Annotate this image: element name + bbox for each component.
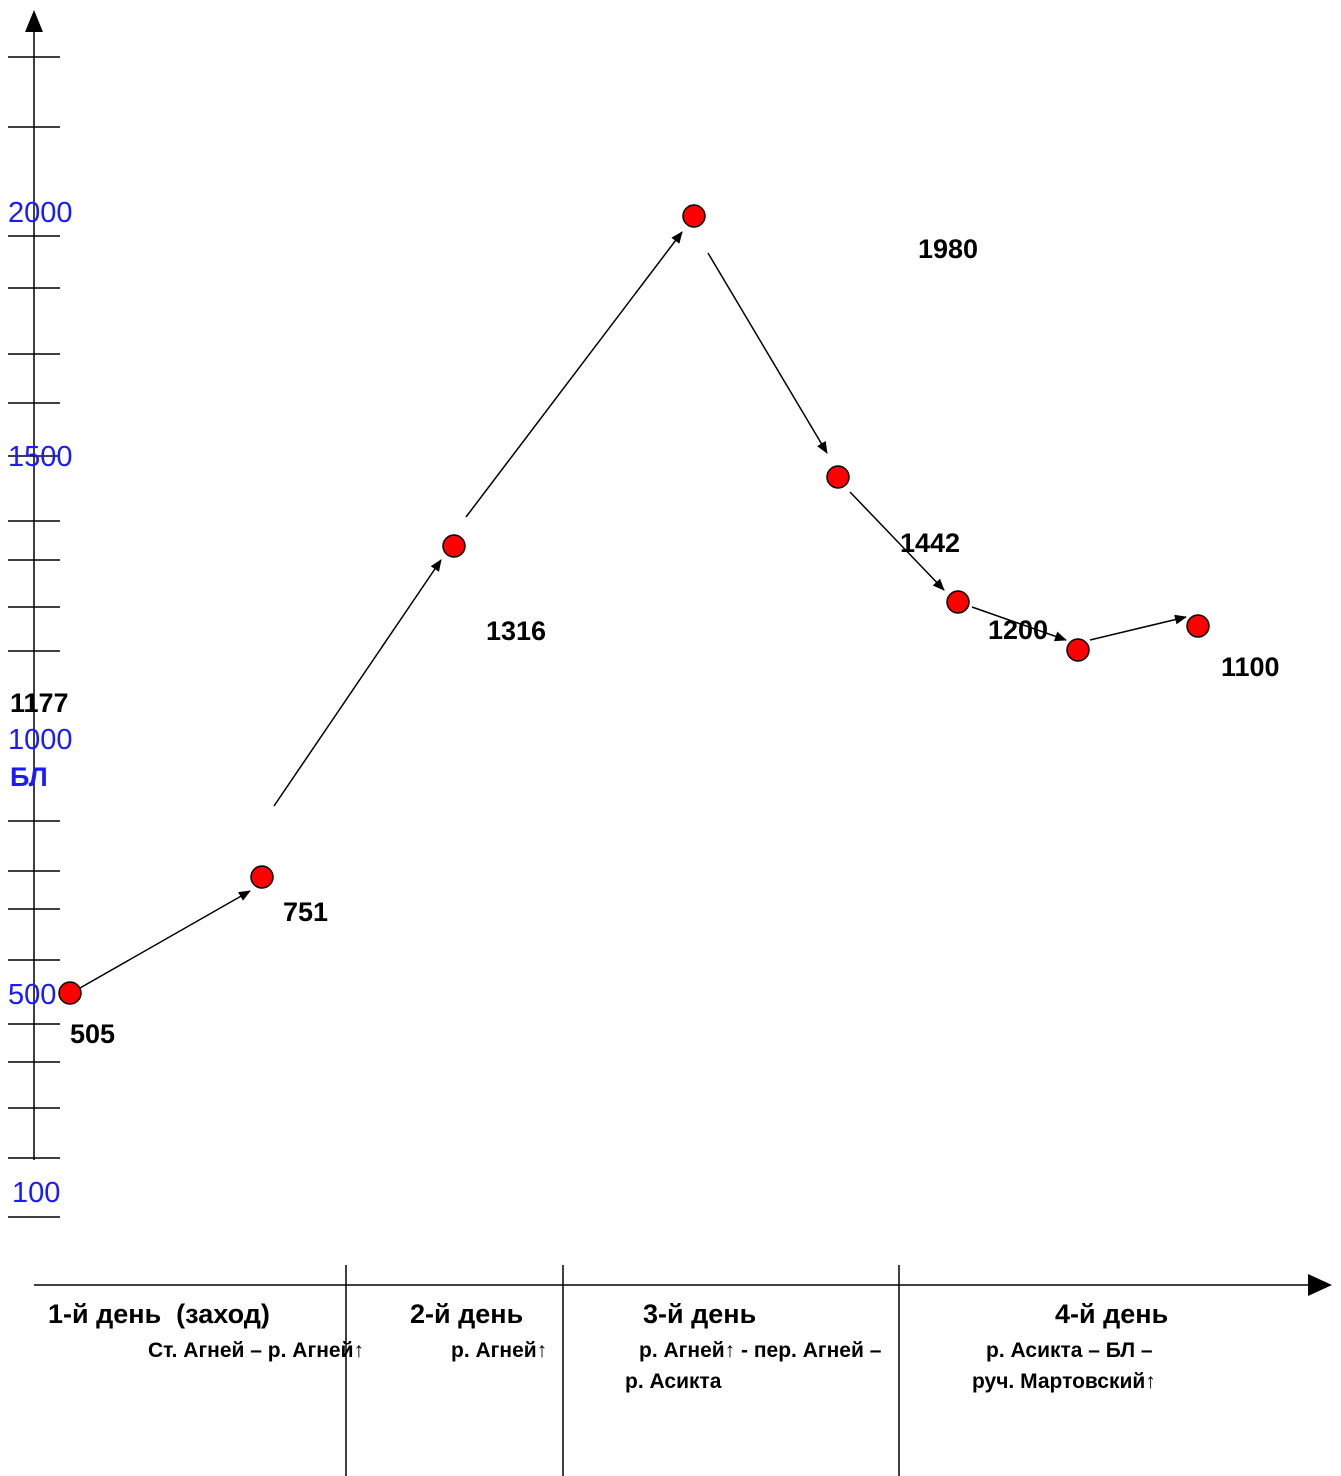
y-tick-label: 1000 <box>8 724 73 756</box>
y-unit-label: БЛ <box>10 762 48 792</box>
profile-point <box>1066 638 1090 662</box>
profile-segment <box>1089 614 1187 641</box>
y-tick-label: 500 <box>8 979 56 1011</box>
day-label: 1-й день (заход) <box>48 1299 270 1329</box>
profile-point <box>442 534 466 558</box>
profile-segment <box>465 231 683 518</box>
profile-segment <box>849 491 945 591</box>
y-tick-label: 2000 <box>8 197 73 229</box>
route-label: руч. Мартовский↑ <box>972 1370 1156 1393</box>
profile-point-labels: 505 751 1316 1980 1442 1200 1100 <box>70 234 1280 1049</box>
profile-segment <box>79 890 251 989</box>
point-value-label: 1442 <box>900 528 960 558</box>
route-label: Ст. Агней – р. Агней↑ <box>148 1339 364 1362</box>
point-value-label: 1100 <box>1221 652 1280 682</box>
profile-point <box>946 590 970 614</box>
day-label: 2-й день <box>410 1299 523 1329</box>
y-tick-label: 100 <box>12 1177 60 1209</box>
y-tick-label: 1500 <box>8 441 73 473</box>
profile-point <box>826 465 850 489</box>
profile-segment <box>707 252 828 454</box>
day-label: 3-й день <box>643 1299 756 1329</box>
route-label: р. Агней↑ - пер. Агней – <box>639 1339 882 1362</box>
point-value-label: 1980 <box>918 234 978 264</box>
profile-point <box>250 865 274 889</box>
y-axis-arrow-icon <box>25 10 43 32</box>
x-axis-arrow-icon <box>1308 1274 1332 1296</box>
profile-point <box>58 981 82 1005</box>
route-label: р. Асикта <box>625 1370 722 1393</box>
extra-label: 1177 <box>10 688 69 718</box>
point-value-label: 1316 <box>486 616 546 646</box>
profile-points <box>58 204 1210 1005</box>
profile-point <box>1186 614 1210 638</box>
route-label: р. Асикта – БЛ – <box>986 1339 1153 1362</box>
day-label: 4-й день <box>1055 1299 1168 1329</box>
route-label: р. Агней↑ <box>451 1339 547 1362</box>
point-value-label: 505 <box>70 1019 115 1049</box>
profile-segments <box>79 231 1187 989</box>
profile-point <box>682 204 706 228</box>
y-axis-ticks <box>8 56 60 1159</box>
point-value-label: 751 <box>283 897 328 927</box>
point-value-label: 1200 <box>988 615 1048 645</box>
profile-segment <box>971 606 1067 642</box>
profile-segment <box>273 559 442 807</box>
